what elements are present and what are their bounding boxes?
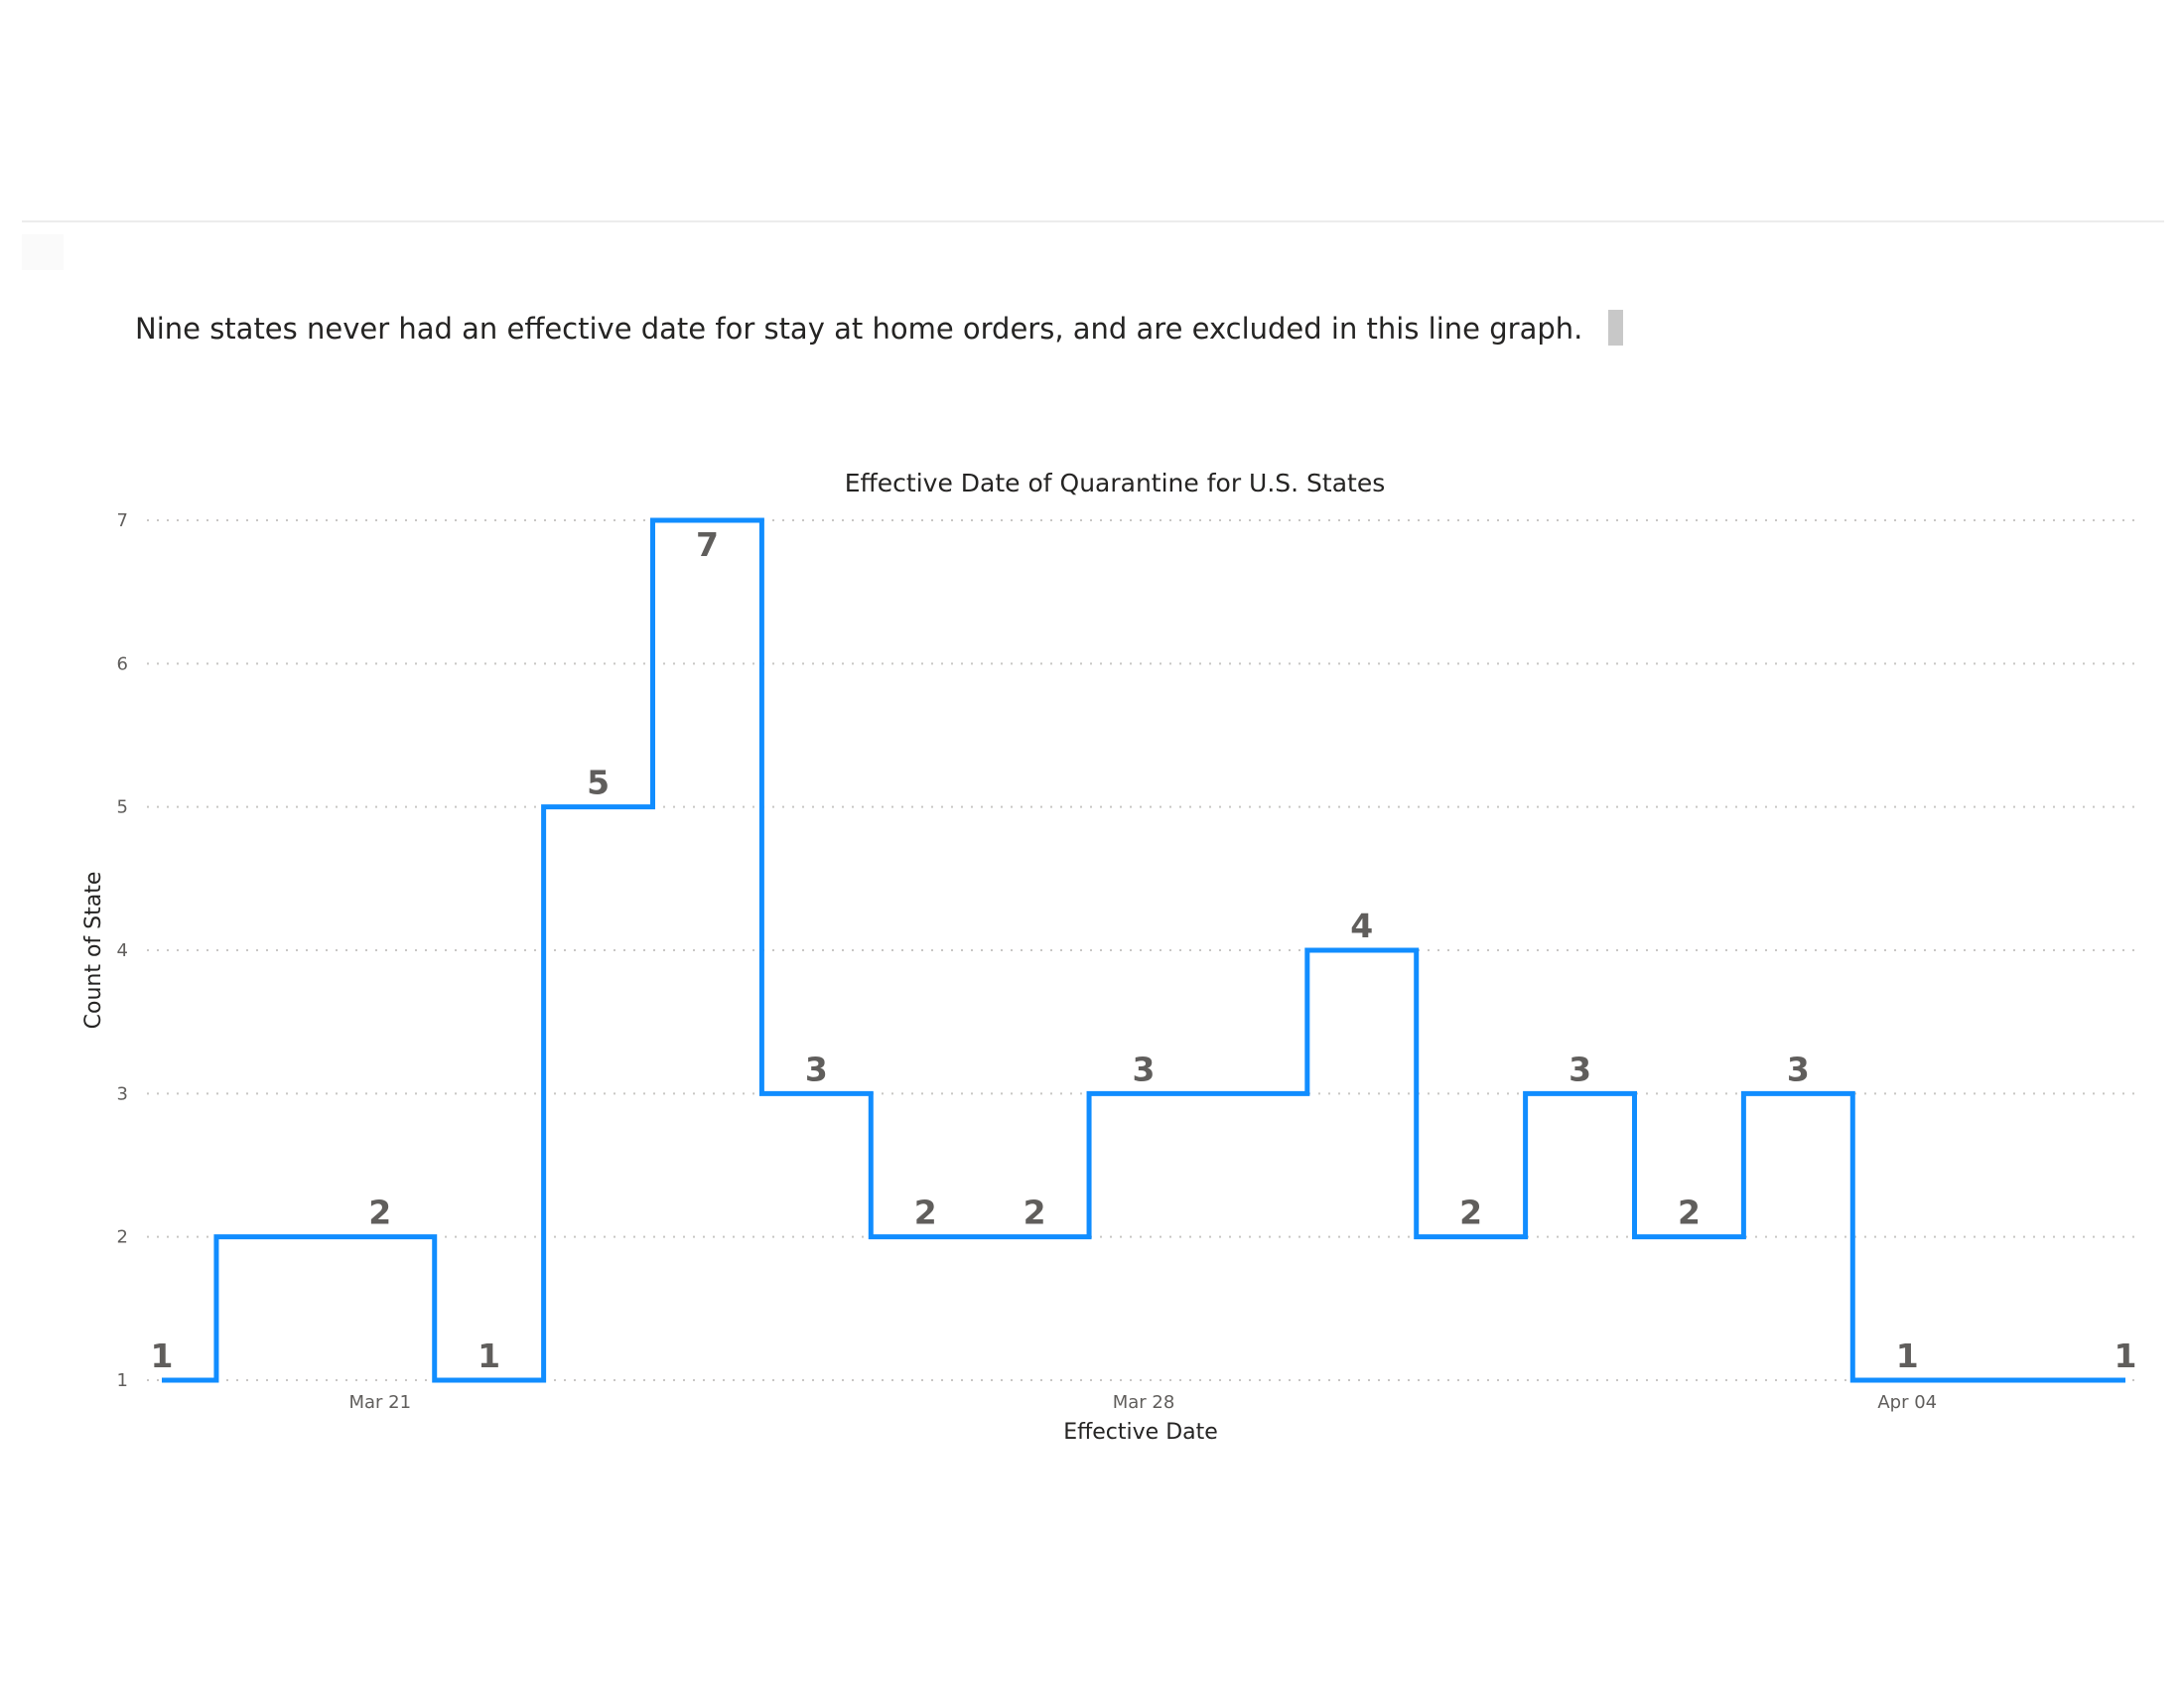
y-tick-label: 4 [117, 940, 128, 961]
data-label: 7 [696, 525, 719, 564]
data-label: 2 [368, 1194, 391, 1232]
data-label: 2 [1459, 1194, 1482, 1232]
data-label: 3 [1787, 1050, 1810, 1088]
header-divider [22, 220, 2164, 222]
data-label: 3 [805, 1050, 828, 1088]
data-label: 1 [151, 1336, 174, 1375]
y-tick-label: 3 [117, 1083, 128, 1104]
data-label: 1 [1896, 1336, 1919, 1375]
y-tick-label: 2 [117, 1227, 128, 1248]
data-label: 1 [2115, 1336, 2137, 1375]
y-axis-ticks: 1 2 3 4 5 6 7 [117, 510, 128, 1391]
gridlines [147, 519, 2134, 1381]
data-label: 1 [478, 1336, 500, 1375]
series-line [162, 517, 2125, 1383]
visual-corner-handle [22, 234, 64, 270]
chart-title: Effective Date of Quarantine for U.S. St… [845, 469, 1386, 497]
scroll-handle[interactable] [1608, 310, 1623, 346]
data-label: 4 [1350, 907, 1373, 945]
data-label: 3 [1569, 1050, 1591, 1088]
data-label: 2 [1024, 1194, 1046, 1232]
y-tick-label: 7 [117, 510, 128, 531]
data-labels: 1 2 1 5 7 3 2 2 3 4 2 3 2 3 1 1 [151, 525, 2137, 1375]
x-axis-title: Effective Date [1063, 1420, 1218, 1445]
y-tick-label: 5 [117, 797, 128, 818]
x-tick-label: Mar 21 [348, 1392, 411, 1413]
y-axis-title: Count of State [81, 872, 106, 1030]
exclusion-note: Nine states never had an effective date … [135, 312, 1583, 346]
series-layer [162, 517, 2125, 1383]
y-tick-label: 6 [117, 653, 128, 674]
data-label: 3 [1133, 1050, 1156, 1088]
data-label: 2 [914, 1194, 937, 1232]
data-label: 5 [587, 764, 610, 802]
data-label: 2 [1678, 1194, 1701, 1232]
x-tick-label: Mar 28 [1113, 1392, 1175, 1413]
x-tick-label: Apr 04 [1877, 1392, 1937, 1413]
y-tick-label: 1 [117, 1370, 128, 1391]
x-axis-ticks: Mar 21 Mar 28 Apr 04 [348, 1392, 1937, 1413]
